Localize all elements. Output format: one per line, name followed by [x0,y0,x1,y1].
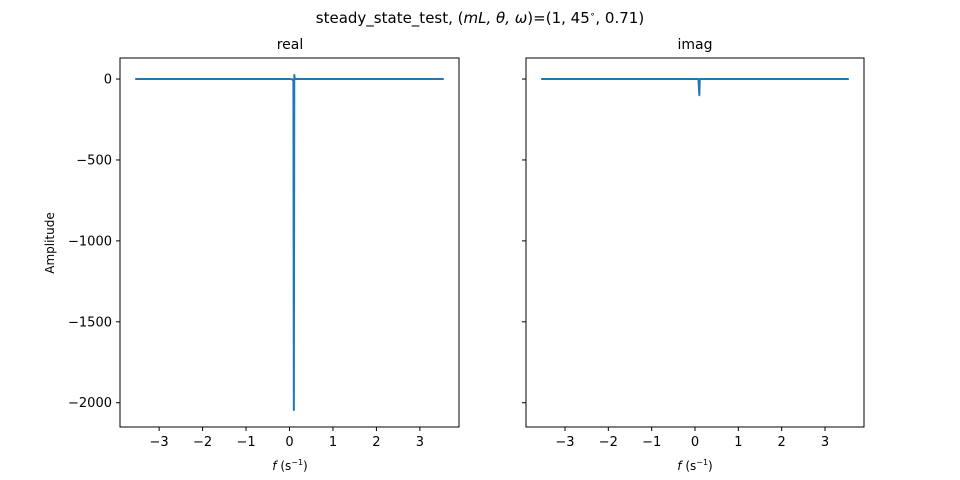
suptitle-tail: , 0.71) [595,9,644,27]
x-axis-label-close: ) [708,459,713,473]
x-tick-label: 3 [416,435,424,450]
suptitle-degree: ∘ [590,10,596,20]
x-tick-label: 0 [691,435,699,450]
suptitle-suffix: )=(1, 45 [527,9,589,27]
y-tick-label: −500 [76,153,112,168]
x-tick-label: 2 [778,435,786,450]
x-tick-label: 1 [329,435,337,450]
figure-suptitle: steady_state_test, (mL, θ, ω)=(1, 45∘, 0… [316,9,644,28]
panel-title: real [277,37,304,53]
x-axis-label-exp: −1 [696,458,708,467]
y-tick-label: −1500 [68,315,112,330]
panel-real: real Amplitude f (s−1) −3 −2 −1 0 1 2 30−500−1… [43,37,460,473]
x-axis-label-unit: (s [277,459,292,473]
suptitle-prefix: steady_state_test, ( [316,9,464,28]
x-axis-label: f (s−1) [677,458,712,473]
x-tick-label: −3 [555,435,574,450]
x-tick-label: −2 [193,435,212,450]
x-axis-label-close: ) [303,459,308,473]
suptitle-math: mL, θ, ω [464,9,528,27]
x-axis-label-var: f [272,459,278,473]
x-tick-label: −3 [150,435,169,450]
series-line [135,73,444,412]
panel-title: imag [678,37,713,53]
plot-area: −3 −2 −1 0 1 2 3 [522,57,865,450]
y-tick-label: 0 [104,73,112,88]
plot-area: −3 −2 −1 0 1 2 3 0 −500 −1000 −1500 −2000 [68,57,460,450]
y-axis-label: Amplitude [43,212,57,274]
y-tick-label: −1000 [68,234,112,249]
panel-imag: imag f (s−1) −3 −2 −1 0 1 2 3 [522,37,865,473]
x-axis-label-unit: (s [682,459,697,473]
x-tick-label: −1 [236,435,255,450]
x-tick-label: 0 [285,435,293,450]
x-axis-label-var: f [677,459,683,473]
x-tick-label: 1 [734,435,742,450]
x-tick-label: −2 [599,435,618,450]
axes-frame [119,57,460,428]
x-tick-label: 2 [372,435,380,450]
x-tick-label: −1 [642,435,661,450]
axes-frame [525,57,865,428]
series-line [541,78,849,97]
x-axis-label-exp: −1 [291,458,303,467]
y-tick-label: −2000 [68,396,112,411]
x-axis-label: f (s−1) [272,458,307,473]
x-tick-label: 3 [821,435,829,450]
